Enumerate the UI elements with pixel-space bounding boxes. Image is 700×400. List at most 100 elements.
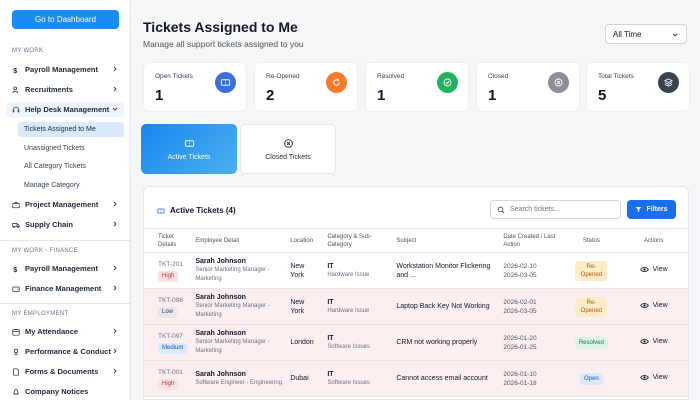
table-row[interactable]: TKT-201 High Sarah Johnson Senior Marketin… xyxy=(144,252,688,289)
sidebar-item-supply-chain[interactable]: Supply Chain xyxy=(6,217,124,232)
trophy-icon xyxy=(12,348,20,356)
subject-cell: Laptop Back Key Not Working xyxy=(392,288,500,325)
stat-label: Resolved xyxy=(377,73,405,80)
stat-value: 1 xyxy=(155,87,164,104)
view-button[interactable]: View xyxy=(639,265,668,274)
filters-label: Filters xyxy=(646,206,668,213)
chevron-right-icon xyxy=(113,368,117,374)
sidebar-item-help-desk[interactable]: Help Desk Management xyxy=(6,102,124,117)
sidebar-item-project[interactable]: Project Management xyxy=(6,197,124,212)
truck-icon xyxy=(12,221,20,229)
category: IT xyxy=(327,298,334,306)
sidebar-item-performance[interactable]: Performance & Conduct xyxy=(6,344,124,359)
col-actions: Actions xyxy=(617,228,688,253)
priority-badge: High xyxy=(158,378,179,390)
priority-badge: Low xyxy=(158,306,178,318)
ticket-id: TKT-098 xyxy=(158,296,183,304)
stat-card-total: Total Tickets 5 xyxy=(586,62,690,112)
sidebar-subitem-all-category[interactable]: All Category Tickets xyxy=(24,163,86,170)
page-subtitle: Manage all support tickets assigned to y… xyxy=(143,39,304,49)
sidebar-item-label: Forms & Documents xyxy=(25,367,99,376)
panel-title: Active Tickets (4) xyxy=(157,206,236,215)
view-label: View xyxy=(652,337,668,345)
tickets-table: Ticket Details Employee Detail Location … xyxy=(144,228,688,397)
calendar-icon xyxy=(12,328,20,336)
sidebar-item-payroll[interactable]: $ Payroll Management xyxy=(6,62,124,77)
view-button[interactable]: View xyxy=(639,373,668,382)
col-employee-detail: Employee Detail xyxy=(191,228,287,253)
tab-closed-tickets[interactable]: Closed Tickets xyxy=(240,124,336,174)
layers-icon xyxy=(658,72,679,93)
document-icon xyxy=(12,367,20,376)
svg-text:$: $ xyxy=(13,66,17,74)
status-badge: Re-Opened xyxy=(575,296,608,317)
sidebar-item-label: Help Desk Management xyxy=(25,105,110,114)
wallet-icon xyxy=(12,285,20,293)
view-button[interactable]: View xyxy=(639,301,668,310)
stat-value: 2 xyxy=(266,87,275,104)
subject-cell: Workstation Monitor Flickering and ... xyxy=(392,252,500,289)
stat-label: Open Tickets xyxy=(155,73,193,80)
chevron-right-icon xyxy=(113,201,117,207)
time-filter-value: All Time xyxy=(613,29,642,39)
sidebar-subitem-manage-category[interactable]: Manage Category xyxy=(24,182,80,189)
sidebar-item-payroll-finance[interactable]: $ Payroll Management xyxy=(6,261,124,276)
main-content: Tickets Assigned to Me Manage all suppor… xyxy=(131,0,700,400)
date-created: 2026-01-20 xyxy=(503,334,537,342)
time-filter-select[interactable]: All Time xyxy=(605,24,687,44)
table-row[interactable]: TKT-098 Low Sarah Johnson Senior Marketing… xyxy=(144,288,688,325)
category: IT xyxy=(327,370,334,378)
stat-label: Re-Opened xyxy=(266,73,300,80)
employee-role: Senior Marketing Manager - Marketing xyxy=(195,303,270,318)
sidebar-item-forms[interactable]: Forms & Documents xyxy=(6,364,124,379)
location-cell: Dubai xyxy=(286,360,324,397)
section-my-work: MY WORK xyxy=(12,48,44,54)
users-icon xyxy=(12,86,20,94)
filters-button[interactable]: Filters xyxy=(627,200,676,219)
dollar-icon: $ xyxy=(12,66,20,74)
tab-label: Closed Tickets xyxy=(265,153,311,161)
sidebar-item-finance[interactable]: Finance Management xyxy=(6,281,124,296)
employee-role: Software Engineer - Engineering xyxy=(195,379,283,386)
sidebar-item-label: Payroll Management xyxy=(25,65,98,74)
sidebar-item-recruitments[interactable]: Recruitments xyxy=(6,82,124,97)
priority-badge: Medium xyxy=(158,342,188,354)
table-row[interactable]: TKT-001 High Sarah Johnson Software Engine… xyxy=(144,360,688,397)
location-cell: New York xyxy=(286,288,324,325)
status-badge: Open xyxy=(580,372,603,385)
category: IT xyxy=(327,262,334,270)
eye-icon xyxy=(639,374,649,380)
chevron-right-icon xyxy=(113,285,117,291)
subcategory: Hardware Issue xyxy=(327,271,370,278)
sidebar-item-attendance[interactable]: My Attendance xyxy=(6,324,124,339)
briefcase-icon xyxy=(12,201,20,209)
search-input[interactable]: Search tickets... xyxy=(490,200,621,219)
filter-icon xyxy=(636,207,642,212)
employee-role: Senior Marketing Manager - Marketing xyxy=(195,339,270,354)
col-category: Category & Sub-Category xyxy=(323,228,393,253)
date-created: 2026-02-10 xyxy=(503,262,537,270)
sidebar-subitem-assigned[interactable]: Tickets Assigned to Me xyxy=(18,122,124,137)
sidebar-subitem-unassigned[interactable]: Unassigned Tickets xyxy=(24,145,85,152)
ticket-id: TKT-097 xyxy=(158,332,183,340)
chevron-right-icon xyxy=(113,348,117,354)
view-label: View xyxy=(652,373,668,381)
subject-cell: CRM not working properly xyxy=(392,324,500,361)
tab-active-tickets[interactable]: Active Tickets xyxy=(141,124,237,174)
page-title: Tickets Assigned to Me xyxy=(143,19,298,35)
date-created: 2026-01-10 xyxy=(503,370,537,378)
sidebar-item-notices[interactable]: Company Notices xyxy=(6,384,124,399)
view-button[interactable]: View xyxy=(639,337,668,346)
headset-icon xyxy=(12,106,20,114)
table-header-row: Ticket Details Employee Detail Location … xyxy=(144,228,688,253)
date-last-action: 2026-01-18 xyxy=(503,379,537,387)
chevron-right-icon xyxy=(113,86,117,92)
table-row[interactable]: TKT-097 Medium Sarah Johnson Senior Market… xyxy=(144,324,688,361)
go-to-dashboard-button[interactable]: Go to Dashboard xyxy=(12,10,119,29)
search-icon xyxy=(497,206,505,213)
chevron-right-icon xyxy=(113,66,117,72)
sidebar-item-label: Project Management xyxy=(25,200,99,209)
priority-badge: High xyxy=(158,270,179,282)
sidebar-item-label: Finance Management xyxy=(25,284,102,293)
view-label: View xyxy=(652,265,668,273)
